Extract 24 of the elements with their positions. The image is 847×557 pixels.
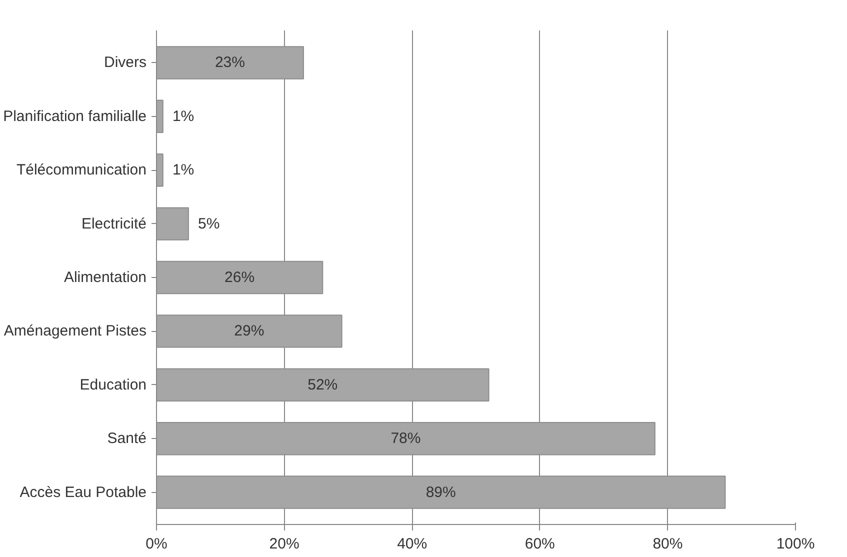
x-tick-label: 20% (269, 536, 300, 552)
data-label: 5% (198, 215, 220, 232)
x-tick-label: 100% (776, 536, 815, 552)
data-label: 1% (172, 108, 194, 125)
data-label: 78% (390, 430, 421, 448)
data-label: 89% (426, 484, 456, 501)
data-label: 23% (214, 54, 246, 72)
x-tick-label: 60% (524, 536, 555, 552)
data-label: 1% (172, 162, 194, 179)
y-tick-label: Accès Eau Potable (20, 484, 147, 501)
y-tick-label: Planification familialle (3, 108, 147, 125)
x-tick-label: 80% (652, 536, 683, 552)
x-tick-label: 0% (146, 536, 168, 552)
data-label: 26% (224, 269, 255, 286)
y-tick-label: Electricité (81, 215, 147, 232)
x-tick-label: 40% (397, 536, 428, 552)
y-tick-label: Aménagement Pistes (4, 322, 147, 340)
data-label: 29% (234, 322, 264, 340)
y-tick-label: Divers (104, 54, 147, 72)
data-label: 52% (308, 376, 338, 394)
y-tick-label: Education (80, 376, 146, 394)
y-tick-label: Alimentation (64, 269, 147, 286)
y-tick-label: Télécommunication (16, 162, 147, 179)
y-tick-label: Santé (107, 430, 147, 448)
